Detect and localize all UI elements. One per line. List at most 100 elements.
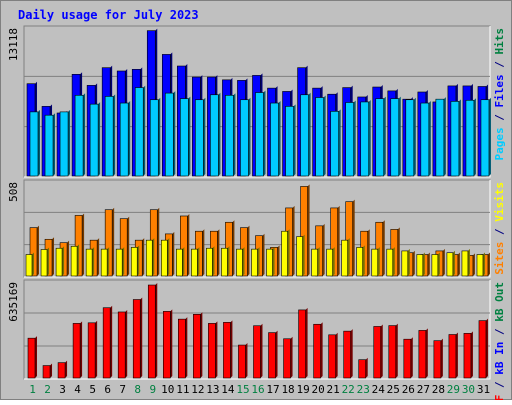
files-bar-20 xyxy=(315,97,324,176)
files-bar-10 xyxy=(165,93,174,176)
files-bar-31 xyxy=(480,99,489,176)
visits-bar-14 xyxy=(221,248,228,276)
visits-bar-outline-30 xyxy=(461,250,469,277)
files-bar-edge-9 xyxy=(158,97,161,176)
day-label-19: 19 xyxy=(296,383,309,396)
kbf-bar-20 xyxy=(313,324,321,378)
files-bar-outline-6 xyxy=(104,96,114,177)
files-bar-edge-15 xyxy=(248,97,251,176)
files-bar-outline-19 xyxy=(300,94,309,177)
sites-bar-6 xyxy=(105,209,113,276)
files-bar-28 xyxy=(435,99,444,176)
kbf-bar-edge-25 xyxy=(395,323,398,378)
day-label-3: 3 xyxy=(59,383,66,396)
visits-bar-4 xyxy=(71,246,78,276)
files-bar-6 xyxy=(105,96,114,176)
files-bar-edge-23 xyxy=(368,99,371,176)
kbf-bar-23 xyxy=(358,359,366,378)
kbf-bar-26 xyxy=(403,339,411,378)
files-bar-edge-17 xyxy=(278,101,281,176)
sites-bar-edge-2 xyxy=(52,237,55,276)
visits-bar-outline-25 xyxy=(386,248,394,277)
visits-bar-edge-8 xyxy=(137,245,140,276)
files-bar-21 xyxy=(330,111,339,176)
sites-bar-edge-16 xyxy=(262,233,265,276)
files-bar-outline-1 xyxy=(29,111,39,177)
day-label-5: 5 xyxy=(89,383,96,396)
files-bar-7 xyxy=(120,103,129,176)
day-label-18: 18 xyxy=(281,383,294,396)
visits-bar-outline-9 xyxy=(145,239,153,277)
kbf-bar-outline-19 xyxy=(298,309,306,379)
files-bar-outline-12 xyxy=(195,99,204,177)
files-bar-edge-25 xyxy=(398,96,401,176)
sites-bar-edge-28 xyxy=(442,248,445,276)
day-label-6: 6 xyxy=(104,383,111,396)
day-label-1: 1 xyxy=(29,383,36,396)
kbf-bar-edge-8 xyxy=(140,297,143,378)
visits-bar-16 xyxy=(251,249,258,276)
kbf-bar-edge-3 xyxy=(65,360,68,378)
visits-bar-outline-17 xyxy=(266,248,273,277)
day-label-30: 30 xyxy=(462,383,475,396)
sites-bar-edge-24 xyxy=(382,220,385,276)
sites-bar-edge-18 xyxy=(292,205,295,276)
sites-bar-outline-1 xyxy=(29,227,38,277)
files-bar-16 xyxy=(255,92,264,176)
files-bar-27 xyxy=(420,103,429,176)
files-bar-edge-19 xyxy=(308,92,311,176)
files-bar-edge-29 xyxy=(458,99,461,176)
visits-bar-7 xyxy=(116,249,123,276)
kbf-bar-edge-4 xyxy=(80,321,83,378)
visits-bar-24 xyxy=(371,249,378,276)
kbf-bar-outline-26 xyxy=(403,338,412,379)
visits-bar-outline-2 xyxy=(40,249,48,277)
visits-bar-edge-11 xyxy=(182,247,185,276)
visits-bar-21 xyxy=(326,249,333,276)
files-bar-outline-15 xyxy=(240,99,249,177)
visits-bar-outline-19 xyxy=(296,236,303,277)
sites-bar-edge-8 xyxy=(142,238,145,276)
kbf-bar-27 xyxy=(418,330,426,378)
files-bar-30 xyxy=(465,100,474,176)
visits-bar-outline-24 xyxy=(371,248,379,277)
kbf-bar-9 xyxy=(148,285,156,378)
kbf-bar-21 xyxy=(328,334,336,378)
kbf-bar-edge-30 xyxy=(470,331,473,378)
files-bar-outline-14 xyxy=(225,95,234,177)
visits-bar-edge-17 xyxy=(272,247,275,276)
visits-bar-6 xyxy=(101,249,108,276)
visits-bar-outline-16 xyxy=(251,248,258,277)
files-bar-outline-31 xyxy=(480,99,490,177)
kbf-bar-24 xyxy=(373,326,381,378)
files-bar-edge-1 xyxy=(38,109,40,176)
day-label-14: 14 xyxy=(221,383,235,396)
middle-legend-part-1: Sites xyxy=(493,242,506,275)
kbf-bar-edge-12 xyxy=(200,312,203,378)
kbf-bar-outline-29 xyxy=(448,334,457,379)
visits-bar-outline-11 xyxy=(176,248,183,277)
kbf-bar-17 xyxy=(268,332,276,378)
kbf-bar-edge-18 xyxy=(290,336,293,378)
kbf-bar-outline-14 xyxy=(223,322,231,379)
day-label-7: 7 xyxy=(119,383,126,396)
day-label-9: 9 xyxy=(149,383,156,396)
kbf-bar-outline-12 xyxy=(193,314,201,379)
visits-bar-23 xyxy=(356,247,363,276)
kbf-bar-outline-16 xyxy=(253,325,261,379)
kbf-bar-2 xyxy=(43,365,51,378)
files-bar-edge-18 xyxy=(293,104,296,176)
visits-bar-edge-30 xyxy=(467,248,470,276)
visits-bar-1 xyxy=(26,254,32,276)
sites-bar-edge-1 xyxy=(37,225,39,276)
visits-bar-edge-19 xyxy=(302,234,305,276)
visits-bar-edge-14 xyxy=(227,246,230,276)
kbf-bar-8 xyxy=(133,299,141,378)
files-bar-outline-5 xyxy=(89,103,99,177)
visits-bar-outline-12 xyxy=(191,248,198,277)
sites-bar-outline-11 xyxy=(180,215,188,277)
visits-bar-27 xyxy=(416,254,423,276)
kbf-bar-edge-15 xyxy=(245,343,248,378)
kbf-bar-28 xyxy=(433,340,441,378)
files-bar-3 xyxy=(60,111,69,176)
